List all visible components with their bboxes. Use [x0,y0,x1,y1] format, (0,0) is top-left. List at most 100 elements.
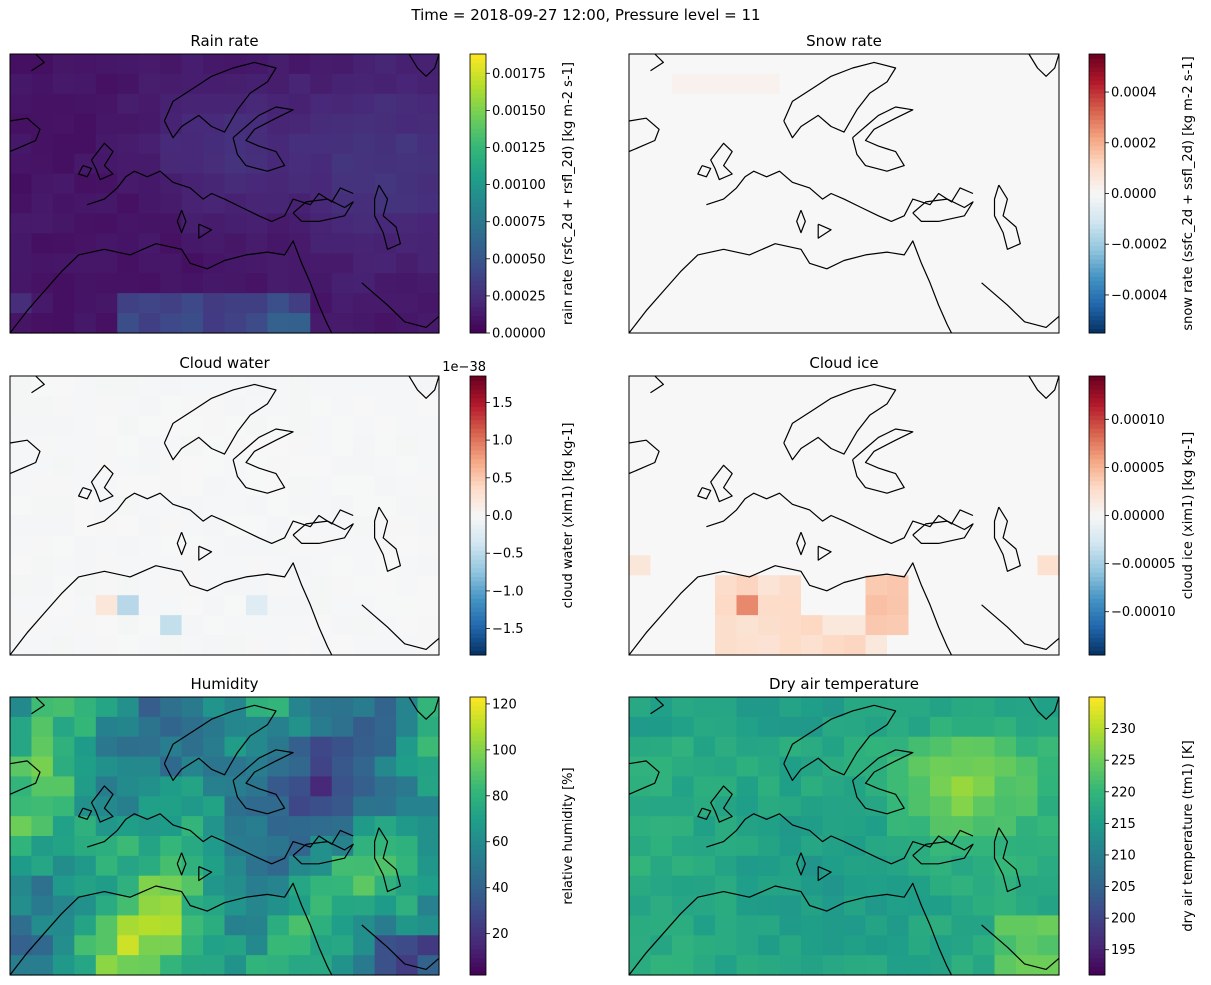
heatmap-cell [693,756,716,778]
heatmap-cell [994,173,1017,195]
heatmap-cell [160,796,183,817]
heatmap-cell [181,515,204,537]
heatmap-cell [908,113,931,135]
colorbar-band [1089,258,1105,264]
colorbar-band [470,123,486,129]
heatmap-cell [417,313,440,334]
heatmap-cell [245,293,268,314]
colorbar-band [1089,415,1105,421]
heatmap-cell [95,376,118,397]
heatmap-cell [672,595,695,616]
colorbar-band [1089,572,1105,578]
colorbar-band [1089,450,1105,455]
heatmap-cell [181,193,204,215]
coastline [232,106,294,172]
heatmap-cell [801,875,824,897]
heatmap-cell [930,193,953,215]
heatmap-cell [758,935,781,956]
heatmap-cell [779,615,802,636]
heatmap-cell [973,635,996,656]
heatmap-cell [715,756,738,778]
heatmap-cell [267,756,290,778]
heatmap-cell [374,133,397,155]
heatmap-cell [224,875,247,897]
heatmap-cell [908,736,931,758]
colorbar-band [1089,637,1105,643]
heatmap-cell [973,73,996,95]
heatmap-cell [310,736,333,758]
heatmap-cell [224,895,247,917]
heatmap-cell [930,716,953,738]
heatmap-cell [95,875,118,897]
heatmap-cell [396,435,419,457]
heatmap-cell [758,776,781,797]
heatmap-cell [310,173,333,195]
colorbar-band [470,576,486,582]
colorbar-band [1089,870,1105,876]
panel-title: Humidity [190,675,258,693]
heatmap-cell [417,595,440,616]
colorbar-band [1089,454,1105,460]
colorbar-tick-label: 210 [1111,848,1136,863]
heatmap-cell [629,796,652,817]
heatmap-cell [10,575,33,596]
colorbar-band [1089,228,1105,234]
heatmap-cell [310,376,333,397]
heatmap-cell [310,395,333,417]
heatmap-cell [779,816,802,837]
heatmap-cell [779,73,802,95]
colorbar-band [1089,197,1105,203]
coastline [176,852,187,876]
heatmap-cell [267,635,290,656]
colorbar-band [470,419,486,425]
heatmap-cell [31,173,54,195]
heatmap-cell [203,193,226,215]
coastline [292,840,354,865]
colorbar-band [1089,736,1105,741]
heatmap-cell [951,575,974,596]
heatmap-cell [822,816,845,837]
heatmap-cell [801,455,824,477]
heatmap-cell [181,595,204,616]
heatmap-cell [374,253,397,274]
heatmap-cell [1037,595,1060,616]
colorbar-tick-label: 0.00025 [492,289,546,304]
heatmap-cell [973,395,996,417]
heatmap-cell [288,213,311,234]
colorbar-band [1089,809,1105,815]
heatmap-cell [887,73,910,95]
colorbar-tick-label: 40 [492,881,509,896]
heatmap-cell [801,697,824,718]
heatmap-cell [693,93,716,115]
heatmap-cells [629,697,1060,976]
heatmap-cell [396,515,419,537]
colorbar-band [470,637,486,643]
heatmap-cell [160,113,183,135]
colorbar-band [1089,567,1105,573]
colorbar-band [1089,641,1105,647]
colorbar-band [1089,896,1105,902]
heatmap-cell [396,253,419,274]
colorbar-band [470,705,486,711]
heatmap-cell [267,435,290,457]
colorbar-band [1089,389,1105,394]
heatmap-cell [736,615,759,636]
heatmap-cell [74,415,97,437]
heatmap-cell [52,54,75,75]
heatmap-cell [672,635,695,656]
heatmap-cell [417,955,440,976]
heatmap-cell [994,796,1017,817]
heatmap-cell [95,855,118,877]
colorbar-band [1089,589,1105,595]
coastlines [628,53,1060,334]
heatmap-cell [310,313,333,334]
heatmap-cell [822,455,845,477]
colorbar-band [1089,75,1105,81]
heatmap-cell [672,515,695,537]
heatmap-cell [267,816,290,837]
heatmap-cell [181,233,204,254]
heatmap-cell [1016,475,1039,497]
heatmap-cell [1016,395,1039,417]
heatmap-cell [887,233,910,254]
colorbar-band [1089,866,1105,872]
